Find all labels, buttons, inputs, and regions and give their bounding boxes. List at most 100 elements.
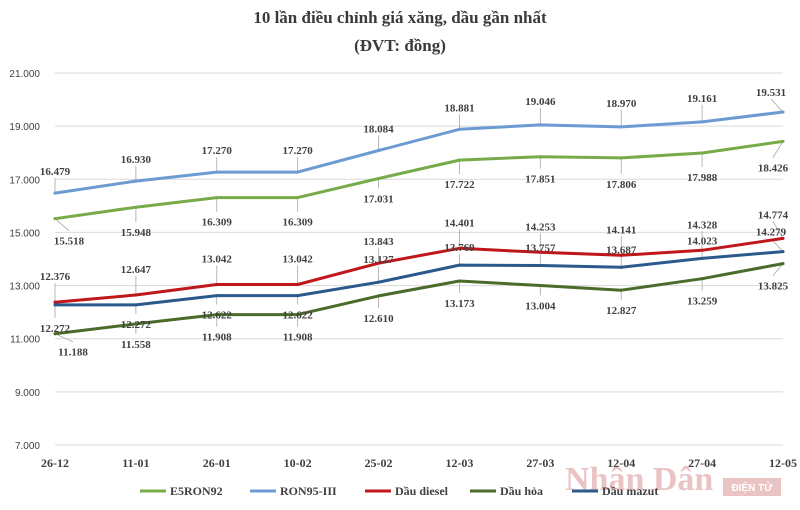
data-point — [457, 246, 461, 250]
data-point — [538, 250, 542, 254]
legend-item: Dầu diesel — [365, 484, 449, 498]
data-label: 12.272 — [40, 323, 71, 335]
data-label: 11.188 — [58, 347, 88, 359]
data-point — [781, 139, 785, 143]
legend-label: E5RON92 — [170, 484, 223, 498]
data-point — [296, 196, 300, 200]
data-point — [134, 205, 138, 209]
x-tick-label: 26-01 — [203, 456, 231, 470]
leader-lines — [54, 98, 784, 343]
y-tick-label: 13.000 — [9, 282, 40, 293]
data-label: 13.825 — [758, 281, 789, 293]
data-point — [215, 282, 219, 286]
data-label: 12.376 — [40, 271, 71, 283]
data-point — [296, 170, 300, 174]
data-label: 16.930 — [121, 154, 152, 166]
label-leader — [54, 333, 74, 343]
legend-label: Dầu hỏa — [500, 484, 543, 498]
chart-subtitle: (ĐVT: đồng) — [354, 36, 446, 55]
data-point — [53, 332, 57, 336]
data-label: 18.881 — [444, 102, 474, 114]
logo-badge-text: ĐIỆN TỬ — [731, 481, 773, 494]
data-point — [619, 265, 623, 269]
label-leader — [770, 98, 784, 113]
grid-layer — [55, 72, 783, 446]
x-tick-label: 26-12 — [41, 456, 69, 470]
data-label: 14.328 — [687, 219, 718, 231]
data-point — [700, 256, 704, 260]
data-label: 12.827 — [606, 305, 637, 317]
data-point — [700, 248, 704, 252]
y-tick-label: 15.000 — [9, 228, 40, 239]
data-point — [457, 279, 461, 283]
data-point — [296, 313, 300, 317]
data-label: 14.401 — [444, 217, 474, 229]
series-line — [53, 236, 785, 304]
data-label: 13.042 — [283, 253, 314, 265]
x-tick-label: 12-03 — [445, 456, 473, 470]
data-point — [619, 156, 623, 160]
data-label: 17.851 — [525, 174, 555, 186]
y-tick-label: 17.000 — [9, 175, 40, 186]
label-leader — [54, 218, 70, 231]
data-point — [700, 151, 704, 155]
data-label: 17.270 — [202, 145, 233, 157]
data-label: 17.988 — [687, 172, 718, 184]
data-point — [296, 282, 300, 286]
data-label: 13.259 — [687, 296, 718, 308]
data-label: 14.253 — [525, 221, 556, 233]
x-tick-label: 25-02 — [365, 456, 393, 470]
data-label: 12.622 — [283, 310, 314, 322]
data-point — [53, 303, 57, 307]
data-point — [700, 120, 704, 124]
data-label: 13.687 — [606, 244, 637, 256]
data-point — [538, 263, 542, 267]
data-point — [53, 217, 57, 221]
data-label: 14.774 — [758, 209, 789, 221]
y-tick-label: 21.000 — [9, 69, 40, 80]
data-label: 19.161 — [687, 93, 717, 105]
data-label: 12.610 — [363, 313, 394, 325]
data-label: 17.270 — [283, 145, 314, 157]
data-point — [53, 300, 57, 304]
data-point — [457, 263, 461, 267]
data-point — [377, 176, 381, 180]
data-label: 12.622 — [202, 310, 233, 322]
data-point — [700, 277, 704, 281]
data-label: 18.970 — [606, 98, 637, 110]
data-point — [781, 110, 785, 114]
x-tick-label: 11-01 — [122, 456, 149, 470]
data-point — [53, 191, 57, 195]
chart-title: 10 lần điều chỉnh giá xăng, dầu gần nhất — [253, 8, 547, 27]
label-leader — [772, 221, 784, 239]
data-point — [134, 303, 138, 307]
data-label: 15.518 — [54, 236, 85, 248]
data-label: 13.004 — [525, 300, 556, 312]
data-point — [215, 196, 219, 200]
data-label: 19.046 — [525, 96, 556, 108]
x-axis-ticks: 26-12 11-01 26-01 10-02 25-02 12-03 27-03 12-04… — [41, 456, 797, 470]
series-line — [53, 139, 785, 221]
data-point — [538, 283, 542, 287]
data-label: 16.309 — [202, 217, 233, 229]
data-point — [538, 123, 542, 127]
legend-label: RON95-III — [280, 484, 337, 498]
x-tick-label: 12-04 — [607, 456, 635, 470]
data-label: 11.908 — [283, 332, 313, 344]
data-label: 12.272 — [121, 319, 152, 331]
series-line — [53, 262, 785, 336]
data-label: 17.806 — [606, 179, 637, 191]
data-label: 17.031 — [363, 193, 393, 205]
data-label: 13.769 — [444, 242, 475, 254]
data-point — [296, 294, 300, 298]
data-label: 13.843 — [363, 236, 394, 248]
data-label: 13.042 — [202, 253, 233, 265]
data-point — [377, 148, 381, 152]
data-point — [781, 262, 785, 266]
data-point — [215, 313, 219, 317]
data-label: 14.141 — [606, 224, 636, 236]
data-label: 18.084 — [363, 123, 394, 135]
data-point — [781, 250, 785, 254]
data-label: 13.127 — [363, 254, 394, 266]
